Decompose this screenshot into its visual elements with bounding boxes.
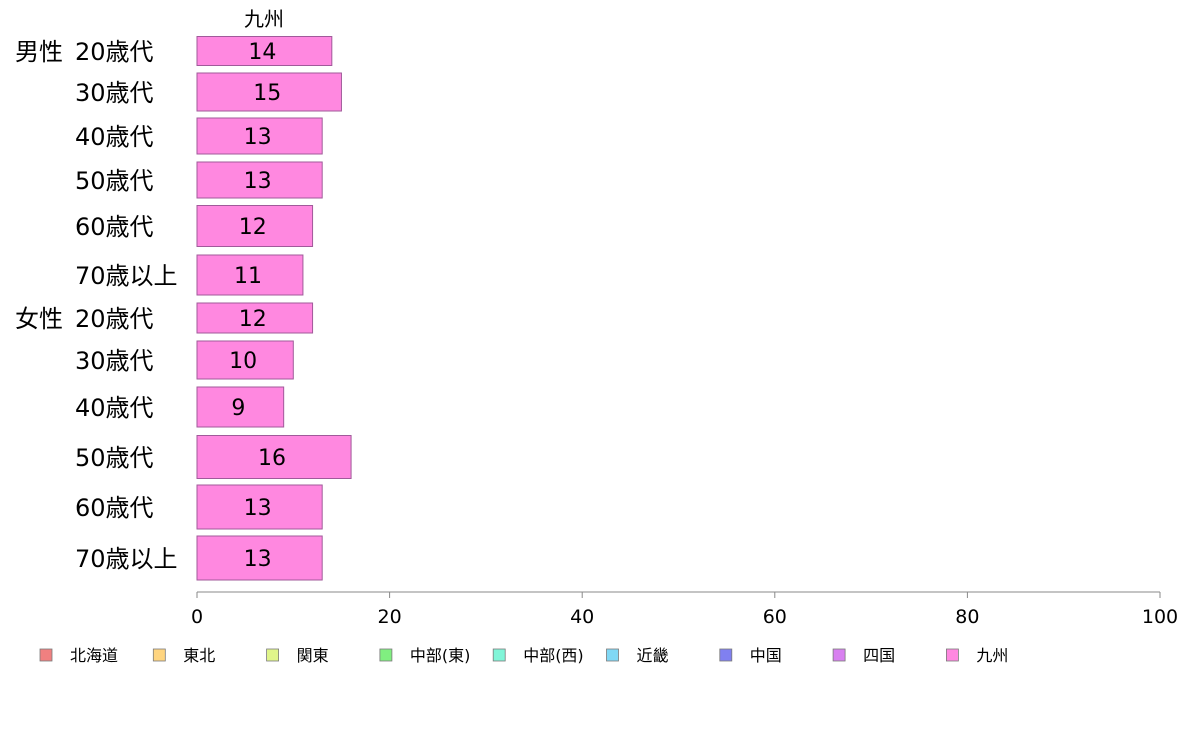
legend-label: 関東 — [297, 646, 329, 665]
category-label: 60歳代 — [75, 213, 154, 241]
category-label: 30歳代 — [75, 79, 154, 107]
bar-value-label: 9 — [231, 396, 245, 421]
bar-value-label: 12 — [239, 307, 267, 332]
x-tick-label: 0 — [191, 606, 203, 628]
category-label: 70歳以上 — [75, 545, 178, 573]
legend-label: 近畿 — [637, 646, 669, 665]
legend-swatch — [719, 648, 733, 662]
legend-label: 中部(東) — [410, 646, 471, 665]
bar — [196, 535, 323, 581]
bar — [196, 117, 323, 155]
bar-value-label: 15 — [253, 81, 281, 106]
column-header: 九州 — [244, 7, 284, 31]
category-label: 60歳代 — [75, 494, 154, 522]
bar — [196, 435, 352, 479]
bar-value-label: 11 — [234, 264, 262, 289]
bar-value-label: 10 — [229, 349, 257, 374]
category-label: 70歳以上 — [75, 262, 178, 290]
bar-value-label: 16 — [258, 446, 286, 471]
legend-swatch — [946, 648, 959, 662]
legend-label: 中国 — [750, 646, 782, 665]
bar — [196, 340, 294, 380]
legend-swatch — [606, 648, 619, 662]
category-label: 20歳代 — [75, 305, 154, 333]
category-label: 30歳代 — [75, 347, 154, 375]
legend-label: 中部(西) — [523, 646, 584, 665]
legend-swatch — [266, 648, 280, 662]
legend-label: 東北 — [183, 646, 215, 665]
x-tick-label: 40 — [570, 606, 594, 628]
bar-value-label: 12 — [239, 215, 267, 240]
legend-swatch — [379, 648, 393, 662]
group-label: 男性 — [15, 38, 63, 66]
legend-label: 北海道 — [70, 646, 118, 665]
legend-label: 九州 — [976, 646, 1008, 665]
group-label: 女性 — [15, 305, 63, 333]
legend-label: 四国 — [863, 646, 895, 665]
bar — [196, 36, 333, 66]
bar — [196, 386, 285, 428]
x-tick-label: 80 — [955, 606, 979, 628]
category-label: 40歳代 — [75, 394, 154, 422]
bar — [196, 205, 314, 247]
x-tick-label: 100 — [1142, 606, 1178, 628]
bar — [196, 161, 323, 199]
x-tick-label: 20 — [378, 606, 402, 628]
category-label: 20歳代 — [75, 38, 154, 66]
bar — [196, 484, 323, 530]
bar-value-label: 13 — [244, 169, 272, 194]
legend-swatch — [39, 648, 53, 662]
bar-value-label: 13 — [244, 496, 272, 521]
category-label: 50歳代 — [75, 444, 154, 472]
legend-swatch — [832, 648, 846, 662]
bar-value-label: 13 — [244, 547, 272, 572]
bar — [196, 254, 304, 296]
x-tick-label: 60 — [763, 606, 787, 628]
bar — [196, 72, 342, 112]
legend-swatch — [492, 648, 506, 662]
category-label: 50歳代 — [75, 167, 154, 195]
bar-value-label: 13 — [244, 125, 272, 150]
bar-value-label: 14 — [248, 40, 276, 65]
legend-swatch — [152, 648, 166, 662]
legend: 北海道 東北 関東 中部(東) 中部(西) 近畿 中国 四国 九州 — [39, 646, 1008, 665]
bars-group: 14 15 13 13 12 11 12 10 9 16 13 13 — [196, 36, 352, 581]
category-label: 40歳代 — [75, 123, 154, 151]
x-axis: 0 20 40 60 80 100 — [191, 591, 1178, 628]
bar — [196, 302, 314, 334]
